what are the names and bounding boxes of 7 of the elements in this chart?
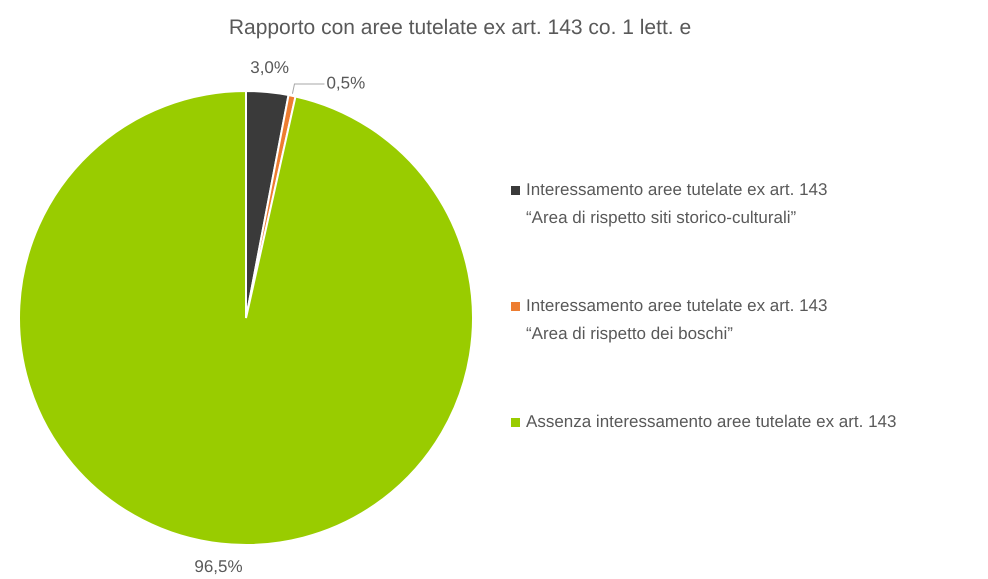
legend-label: Assenza interessamento aree tutelate ex art. 143 <box>526 412 896 431</box>
chart-title: Rapporto con aree tutelate ex art. 143 co. 1 lett. e <box>228 16 692 40</box>
data-label: 3,0% <box>250 58 289 77</box>
data-label: 0,5% <box>326 74 366 93</box>
data-label: 96,5% <box>194 557 243 576</box>
legend-label: Interessamento aree tutelate ex art. 143 “Area di rispetto dei boschi” <box>526 296 828 343</box>
legend-label: Interessamento aree tutelate ex art. 143 “Area di rispetto siti storico-culturali” <box>526 180 828 227</box>
